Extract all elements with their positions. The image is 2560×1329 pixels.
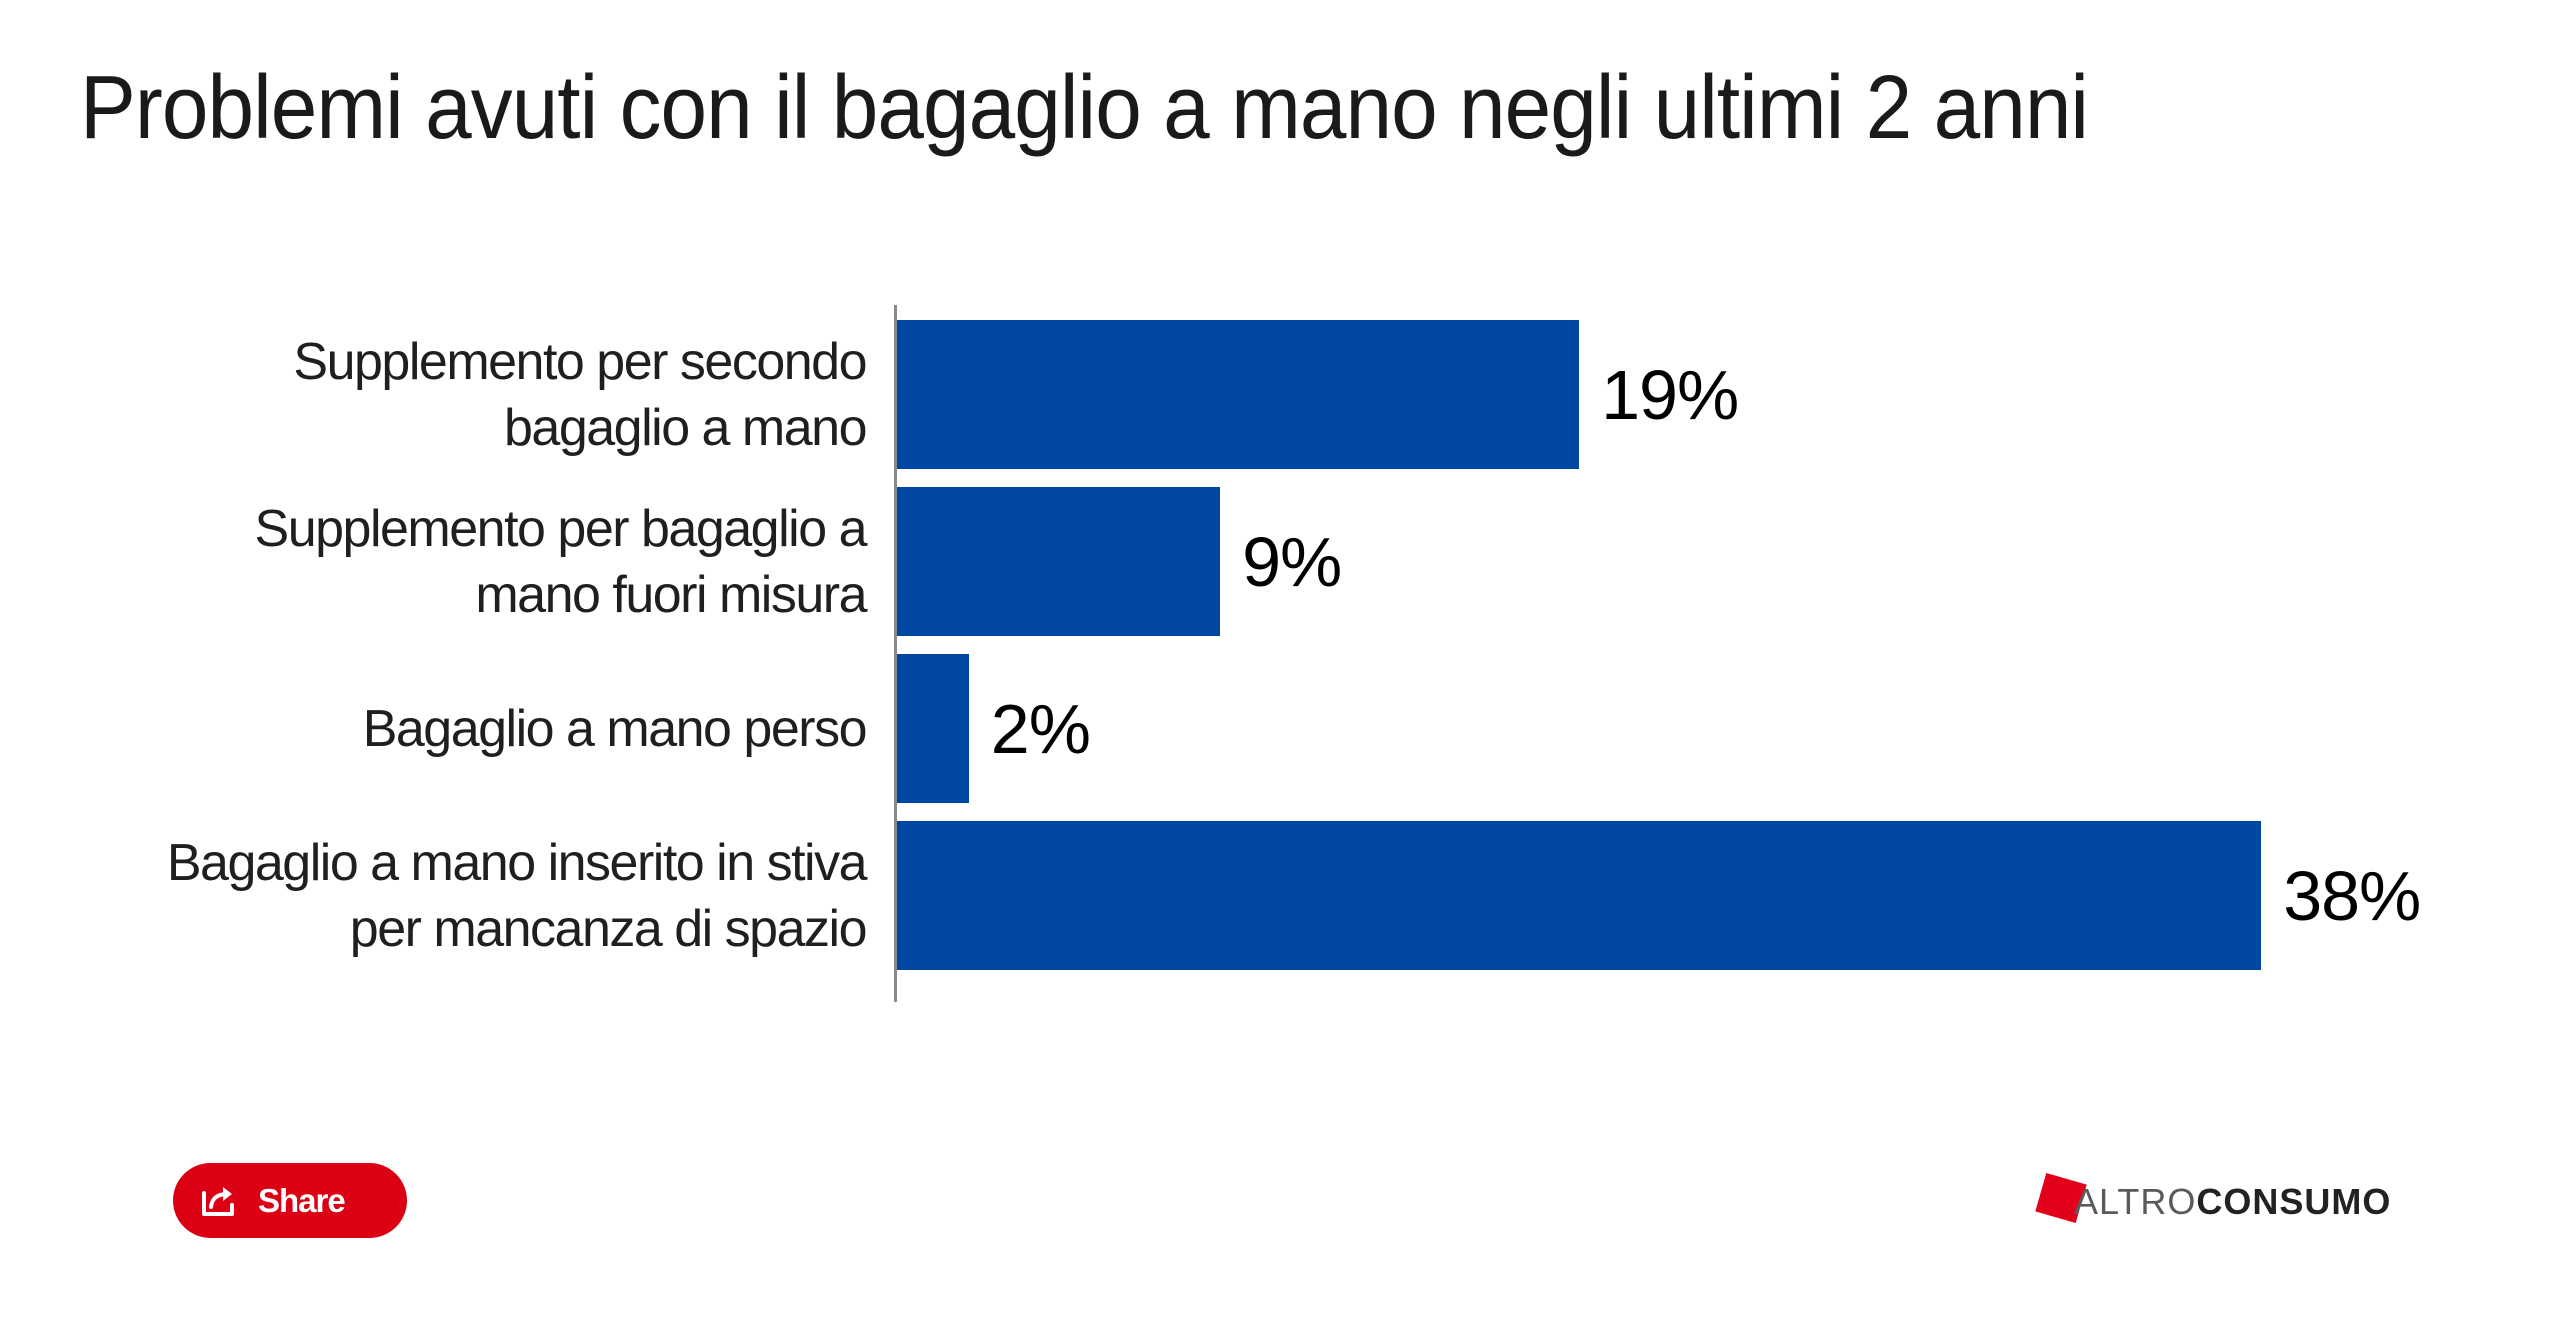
bar-row: Bagaglio a mano perso 2% — [0, 654, 2560, 803]
bar-row: Bagaglio a mano inserito in stiva per ma… — [0, 821, 2560, 970]
category-label-line: Supplemento per bagaglio a — [254, 499, 868, 558]
bar — [897, 821, 2262, 970]
bar — [897, 487, 1221, 636]
bar — [897, 654, 969, 803]
category-label: Bagaglio a mano inserito in stiva per ma… — [166, 830, 868, 962]
value-label: 38% — [2283, 856, 2421, 935]
category-label-line: bagaglio a mano — [503, 398, 868, 457]
altroconsumo-logo: ALTROCONSUMO — [2034, 1172, 2414, 1228]
y-axis-line — [894, 305, 897, 1002]
category-label-line: Supplemento per secondo — [293, 332, 867, 391]
value-label: 19% — [1601, 355, 1739, 434]
category-label: Supplemento per secondo bagaglio a mano — [293, 329, 868, 461]
share-icon — [202, 1186, 234, 1216]
category-label-line: mano fuori misura — [475, 565, 867, 624]
category-label-line: per mancanza di spazio — [349, 899, 868, 958]
bar — [897, 320, 1580, 469]
category-label: Supplemento per bagaglio a mano fuori mi… — [254, 496, 868, 628]
logo-text-part1: ALTRO — [2074, 1181, 2197, 1222]
value-label: 2% — [990, 689, 1091, 768]
value-label: 9% — [1242, 522, 1342, 601]
chart-title: Problemi avuti con il bagaglio a mano ne… — [80, 58, 2089, 158]
share-button[interactable]: Share — [173, 1163, 407, 1238]
share-label: Share — [258, 1181, 346, 1219]
category-label-line: Bagaglio a mano perso — [362, 699, 868, 758]
bar-row: Supplemento per secondo bagaglio a mano … — [0, 320, 2560, 469]
bar-chart: Supplemento per secondo bagaglio a mano … — [0, 305, 2560, 1002]
bar-row: Supplemento per bagaglio a mano fuori mi… — [0, 487, 2560, 636]
logo-text-part2: CONSUMO — [2196, 1181, 2392, 1222]
category-label-line: Bagaglio a mano inserito in stiva — [166, 833, 868, 892]
category-label: Bagaglio a mano perso — [362, 696, 868, 762]
logo-text: ALTROCONSUMO — [2074, 1182, 2391, 1222]
